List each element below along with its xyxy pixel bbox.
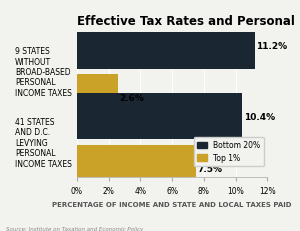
Legend: Bottom 20%, Top 1%: Bottom 20%, Top 1% xyxy=(194,137,264,166)
Text: 2.6%: 2.6% xyxy=(120,94,145,103)
Bar xyxy=(77,23,255,69)
Text: 10.4%: 10.4% xyxy=(244,112,275,121)
Text: 7.5%: 7.5% xyxy=(197,164,223,173)
Text: Effective Tax Rates and Personal Income Taxes: Effective Tax Rates and Personal Income … xyxy=(77,15,300,28)
X-axis label: PERCENTAGE OF INCOME AND STATE AND LOCAL TAXES PAID: PERCENTAGE OF INCOME AND STATE AND LOCAL… xyxy=(52,201,292,207)
Bar xyxy=(77,146,196,192)
Bar xyxy=(77,94,242,140)
Text: Source: Institute on Taxation and Economic Policy: Source: Institute on Taxation and Econom… xyxy=(6,226,143,231)
Text: 11.2%: 11.2% xyxy=(256,42,287,51)
Bar xyxy=(77,75,118,121)
